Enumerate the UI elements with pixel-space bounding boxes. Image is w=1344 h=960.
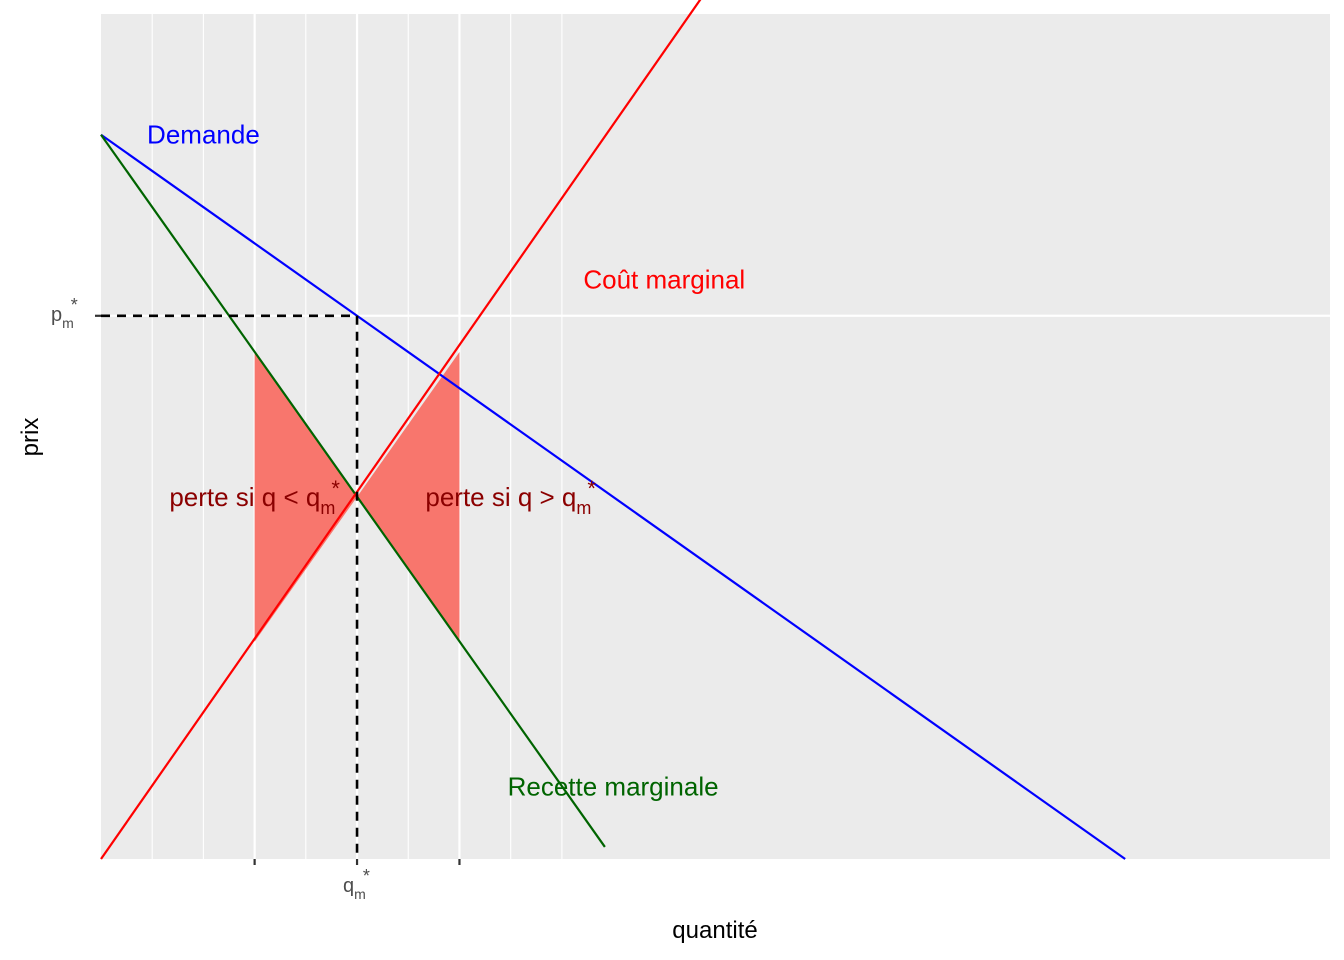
series-line — [100, 134, 606, 848]
shaded-area — [254, 352, 358, 642]
shaded-areas — [254, 352, 460, 642]
shaded-area — [357, 352, 460, 642]
x-tick-label: qm* — [343, 866, 370, 902]
series-label: Demande — [147, 120, 260, 150]
area-label: perte si q > qm* — [425, 476, 596, 518]
x-axis-title: quantité — [672, 917, 757, 944]
series-lines — [100, 0, 1126, 860]
series-line — [100, 133, 1126, 860]
series-label: Recette marginale — [508, 772, 719, 802]
series-labels: Demande Recette marginale Coût marginal per… — [147, 120, 745, 802]
monopoly-guides — [101, 314, 359, 859]
y-axis-title: prix — [17, 418, 44, 457]
axes: qm* pm* — [51, 295, 461, 902]
series-line — [100, 0, 702, 860]
series-label: Coût marginal — [583, 265, 745, 295]
area-label: perte si q < qm* — [169, 476, 340, 518]
y-tick-label: pm* — [51, 295, 78, 331]
